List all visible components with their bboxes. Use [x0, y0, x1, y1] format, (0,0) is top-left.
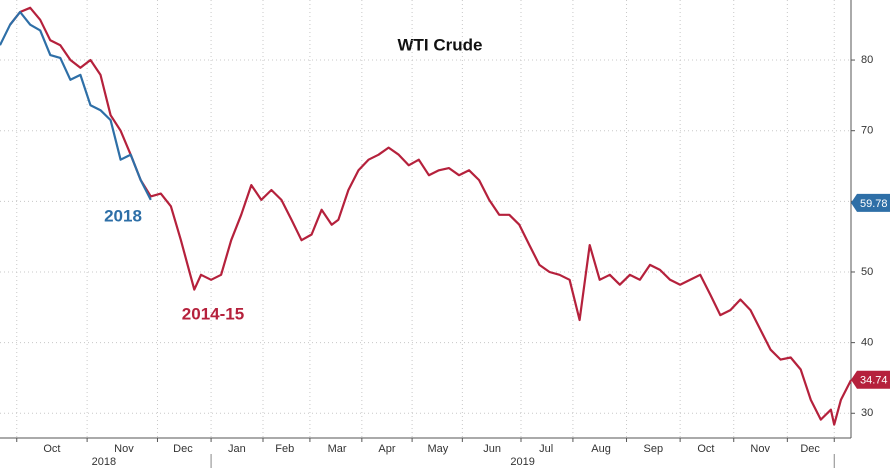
- y-tick-label: 80: [861, 54, 873, 66]
- y-tick-label: 30: [861, 407, 873, 419]
- x-tick-label: Dec: [173, 443, 193, 455]
- y-tick-label: 50: [861, 266, 873, 278]
- last-value-box: [851, 370, 890, 389]
- x-tick-label: Apr: [378, 443, 395, 455]
- x-tick-label: Oct: [697, 443, 714, 455]
- series-label: 2018: [104, 206, 142, 225]
- series-label: 2014-15: [182, 304, 244, 323]
- x-tick-label: Mar: [328, 443, 347, 455]
- x-tick-label: Nov: [750, 443, 770, 455]
- x-tick-label: Jun: [483, 443, 501, 455]
- x-tick-label: May: [428, 443, 449, 455]
- x-tick-label: Oct: [43, 443, 60, 455]
- last-value-label: 34.74: [860, 375, 888, 387]
- x-tick-label: Nov: [114, 443, 134, 455]
- x-tick-label: Dec: [800, 443, 820, 455]
- series-line: [9, 6, 852, 426]
- last-value-box: [851, 193, 890, 212]
- series-line: [0, 10, 152, 201]
- x-tick-label: Aug: [591, 443, 611, 455]
- x-tick-label: Sep: [644, 443, 664, 455]
- x-tick-label: Jul: [539, 443, 553, 455]
- chart-title: WTI Crude: [398, 35, 483, 54]
- y-tick-label: 40: [861, 337, 873, 349]
- last-value-label: 59.78: [860, 198, 888, 210]
- y-tick-label: 70: [861, 125, 873, 137]
- x-tick-label: Jan: [228, 443, 246, 455]
- year-label: 2019: [510, 456, 534, 468]
- year-label: 2018: [92, 456, 116, 468]
- x-tick-label: Feb: [275, 443, 294, 455]
